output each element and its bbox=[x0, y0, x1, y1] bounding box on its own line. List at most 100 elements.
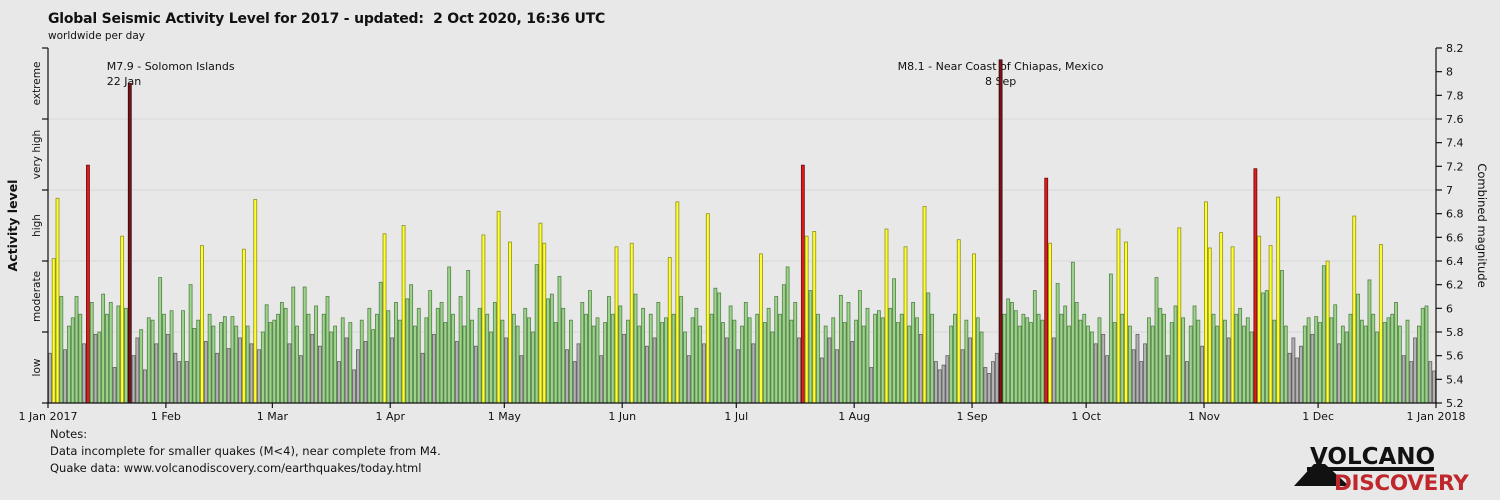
month-tick-label: 1 Feb bbox=[151, 410, 181, 423]
daily-activity-bar bbox=[922, 206, 927, 404]
daily-activity-bar bbox=[458, 296, 463, 404]
daily-activity-bar bbox=[333, 325, 338, 404]
month-tick-label: 1 Sep bbox=[956, 410, 987, 423]
daily-activity-bar bbox=[131, 355, 136, 404]
daily-activity-bar bbox=[1204, 201, 1208, 404]
daily-activity-bar bbox=[1146, 317, 1151, 404]
daily-activity-bar bbox=[1420, 307, 1425, 404]
daily-activity-bar bbox=[219, 322, 223, 404]
right-axis-tick-label: 5.2 bbox=[1446, 397, 1464, 410]
daily-activity-bar bbox=[1074, 302, 1079, 404]
daily-activity-bar bbox=[960, 349, 965, 404]
daily-activity-bar bbox=[105, 313, 109, 404]
month-tick-label: 1 Apr bbox=[375, 410, 405, 423]
daily-activity-bar bbox=[842, 322, 847, 404]
daily-activity-bar bbox=[1048, 242, 1052, 404]
daily-activity-bar bbox=[819, 357, 824, 404]
month-tick-label: 1 Dec bbox=[1302, 410, 1334, 423]
daily-activity-bar bbox=[317, 345, 322, 404]
daily-activity-bar bbox=[877, 310, 881, 404]
daily-activity-bar bbox=[557, 275, 562, 404]
daily-activity-bar bbox=[793, 302, 798, 404]
daily-activity-bar bbox=[781, 284, 786, 404]
logo-discovery-text: DISCOVERY bbox=[1334, 471, 1469, 496]
daily-activity-bar bbox=[1299, 345, 1303, 404]
daily-activity-bar bbox=[1082, 313, 1087, 404]
daily-activity-bar bbox=[755, 313, 760, 404]
daily-activity-bar bbox=[1238, 307, 1243, 404]
daily-activity-bar bbox=[249, 343, 254, 404]
logo-underline bbox=[1307, 467, 1434, 471]
daily-activity-bar bbox=[1215, 325, 1220, 404]
daily-activity-bar bbox=[481, 234, 486, 404]
daily-activity-bar bbox=[759, 253, 763, 404]
daily-activity-bar bbox=[86, 164, 90, 404]
daily-activity-bar bbox=[298, 355, 303, 404]
daily-activity-bar bbox=[89, 302, 94, 404]
daily-activity-bar bbox=[1162, 313, 1166, 404]
daily-activity-bar bbox=[975, 317, 980, 404]
daily-activity-bar bbox=[124, 307, 128, 404]
daily-activity-bar bbox=[945, 355, 950, 404]
daily-activity-bar bbox=[1207, 247, 1212, 404]
daily-activity-bar bbox=[314, 305, 318, 404]
daily-activity-bar bbox=[956, 239, 961, 404]
daily-activity-bar bbox=[329, 331, 334, 404]
daily-activity-bar bbox=[823, 325, 828, 404]
daily-activity-bar bbox=[496, 210, 501, 404]
daily-activity-bar bbox=[135, 337, 140, 404]
daily-activity-bar bbox=[348, 322, 353, 404]
daily-activity-bar bbox=[420, 352, 425, 404]
right-axis-tick-label: 5.8 bbox=[1446, 326, 1464, 339]
daily-activity-bar bbox=[93, 333, 98, 404]
daily-activity-bar bbox=[1249, 331, 1254, 404]
daily-activity-bar bbox=[143, 369, 147, 404]
daily-activity-bar bbox=[747, 317, 752, 404]
daily-activity-bar bbox=[679, 296, 684, 404]
daily-activity-bar bbox=[743, 302, 748, 404]
daily-activity-bar bbox=[1219, 232, 1224, 404]
daily-activity-bar bbox=[310, 333, 315, 404]
month-tick-label: 1 Nov bbox=[1188, 410, 1220, 423]
daily-activity-bar bbox=[1261, 292, 1265, 404]
daily-activity-bar bbox=[1177, 227, 1182, 404]
daily-activity-bar bbox=[386, 310, 391, 404]
daily-activity-bar bbox=[698, 325, 703, 404]
month-tick-label: 1 Jan 2017 bbox=[19, 410, 78, 423]
daily-activity-bar bbox=[797, 337, 801, 404]
daily-activity-bar bbox=[1280, 270, 1284, 404]
daily-activity-bar bbox=[1055, 283, 1060, 404]
daily-activity-bar bbox=[439, 302, 444, 404]
daily-activity-bar bbox=[595, 317, 600, 404]
daily-activity-bar bbox=[549, 293, 554, 404]
daily-activity-bar bbox=[637, 325, 642, 404]
daily-activity-bar bbox=[519, 355, 524, 404]
daily-activity-bar bbox=[675, 201, 680, 404]
daily-activity-bar bbox=[1287, 352, 1292, 404]
daily-activity-bar bbox=[732, 319, 737, 404]
daily-activity-bar bbox=[1150, 325, 1155, 404]
daily-activity-bar bbox=[998, 59, 1003, 404]
daily-activity-bar bbox=[873, 313, 877, 404]
daily-activity-bar bbox=[390, 337, 395, 404]
daily-activity-bar bbox=[207, 313, 212, 404]
daily-activity-bar bbox=[1314, 316, 1319, 404]
daily-activity-bar bbox=[972, 253, 976, 404]
daily-activity-bar bbox=[51, 258, 56, 404]
daily-activity-bar bbox=[1070, 261, 1075, 404]
daily-activity-bar bbox=[641, 307, 646, 404]
daily-activity-bar bbox=[1226, 337, 1231, 404]
daily-activity-bar bbox=[146, 317, 151, 404]
daily-activity-bar bbox=[546, 298, 550, 404]
daily-activity-bar bbox=[1245, 317, 1250, 404]
daily-activity-bar bbox=[614, 246, 619, 404]
daily-activity-bar bbox=[492, 302, 497, 404]
right-axis-tick-label: 6.8 bbox=[1446, 208, 1464, 221]
daily-activity-bar bbox=[260, 331, 265, 404]
daily-activity-bar bbox=[1367, 279, 1372, 404]
daily-activity-bar bbox=[371, 329, 376, 404]
daily-activity-bar bbox=[774, 296, 779, 404]
daily-activity-bar bbox=[344, 337, 349, 404]
